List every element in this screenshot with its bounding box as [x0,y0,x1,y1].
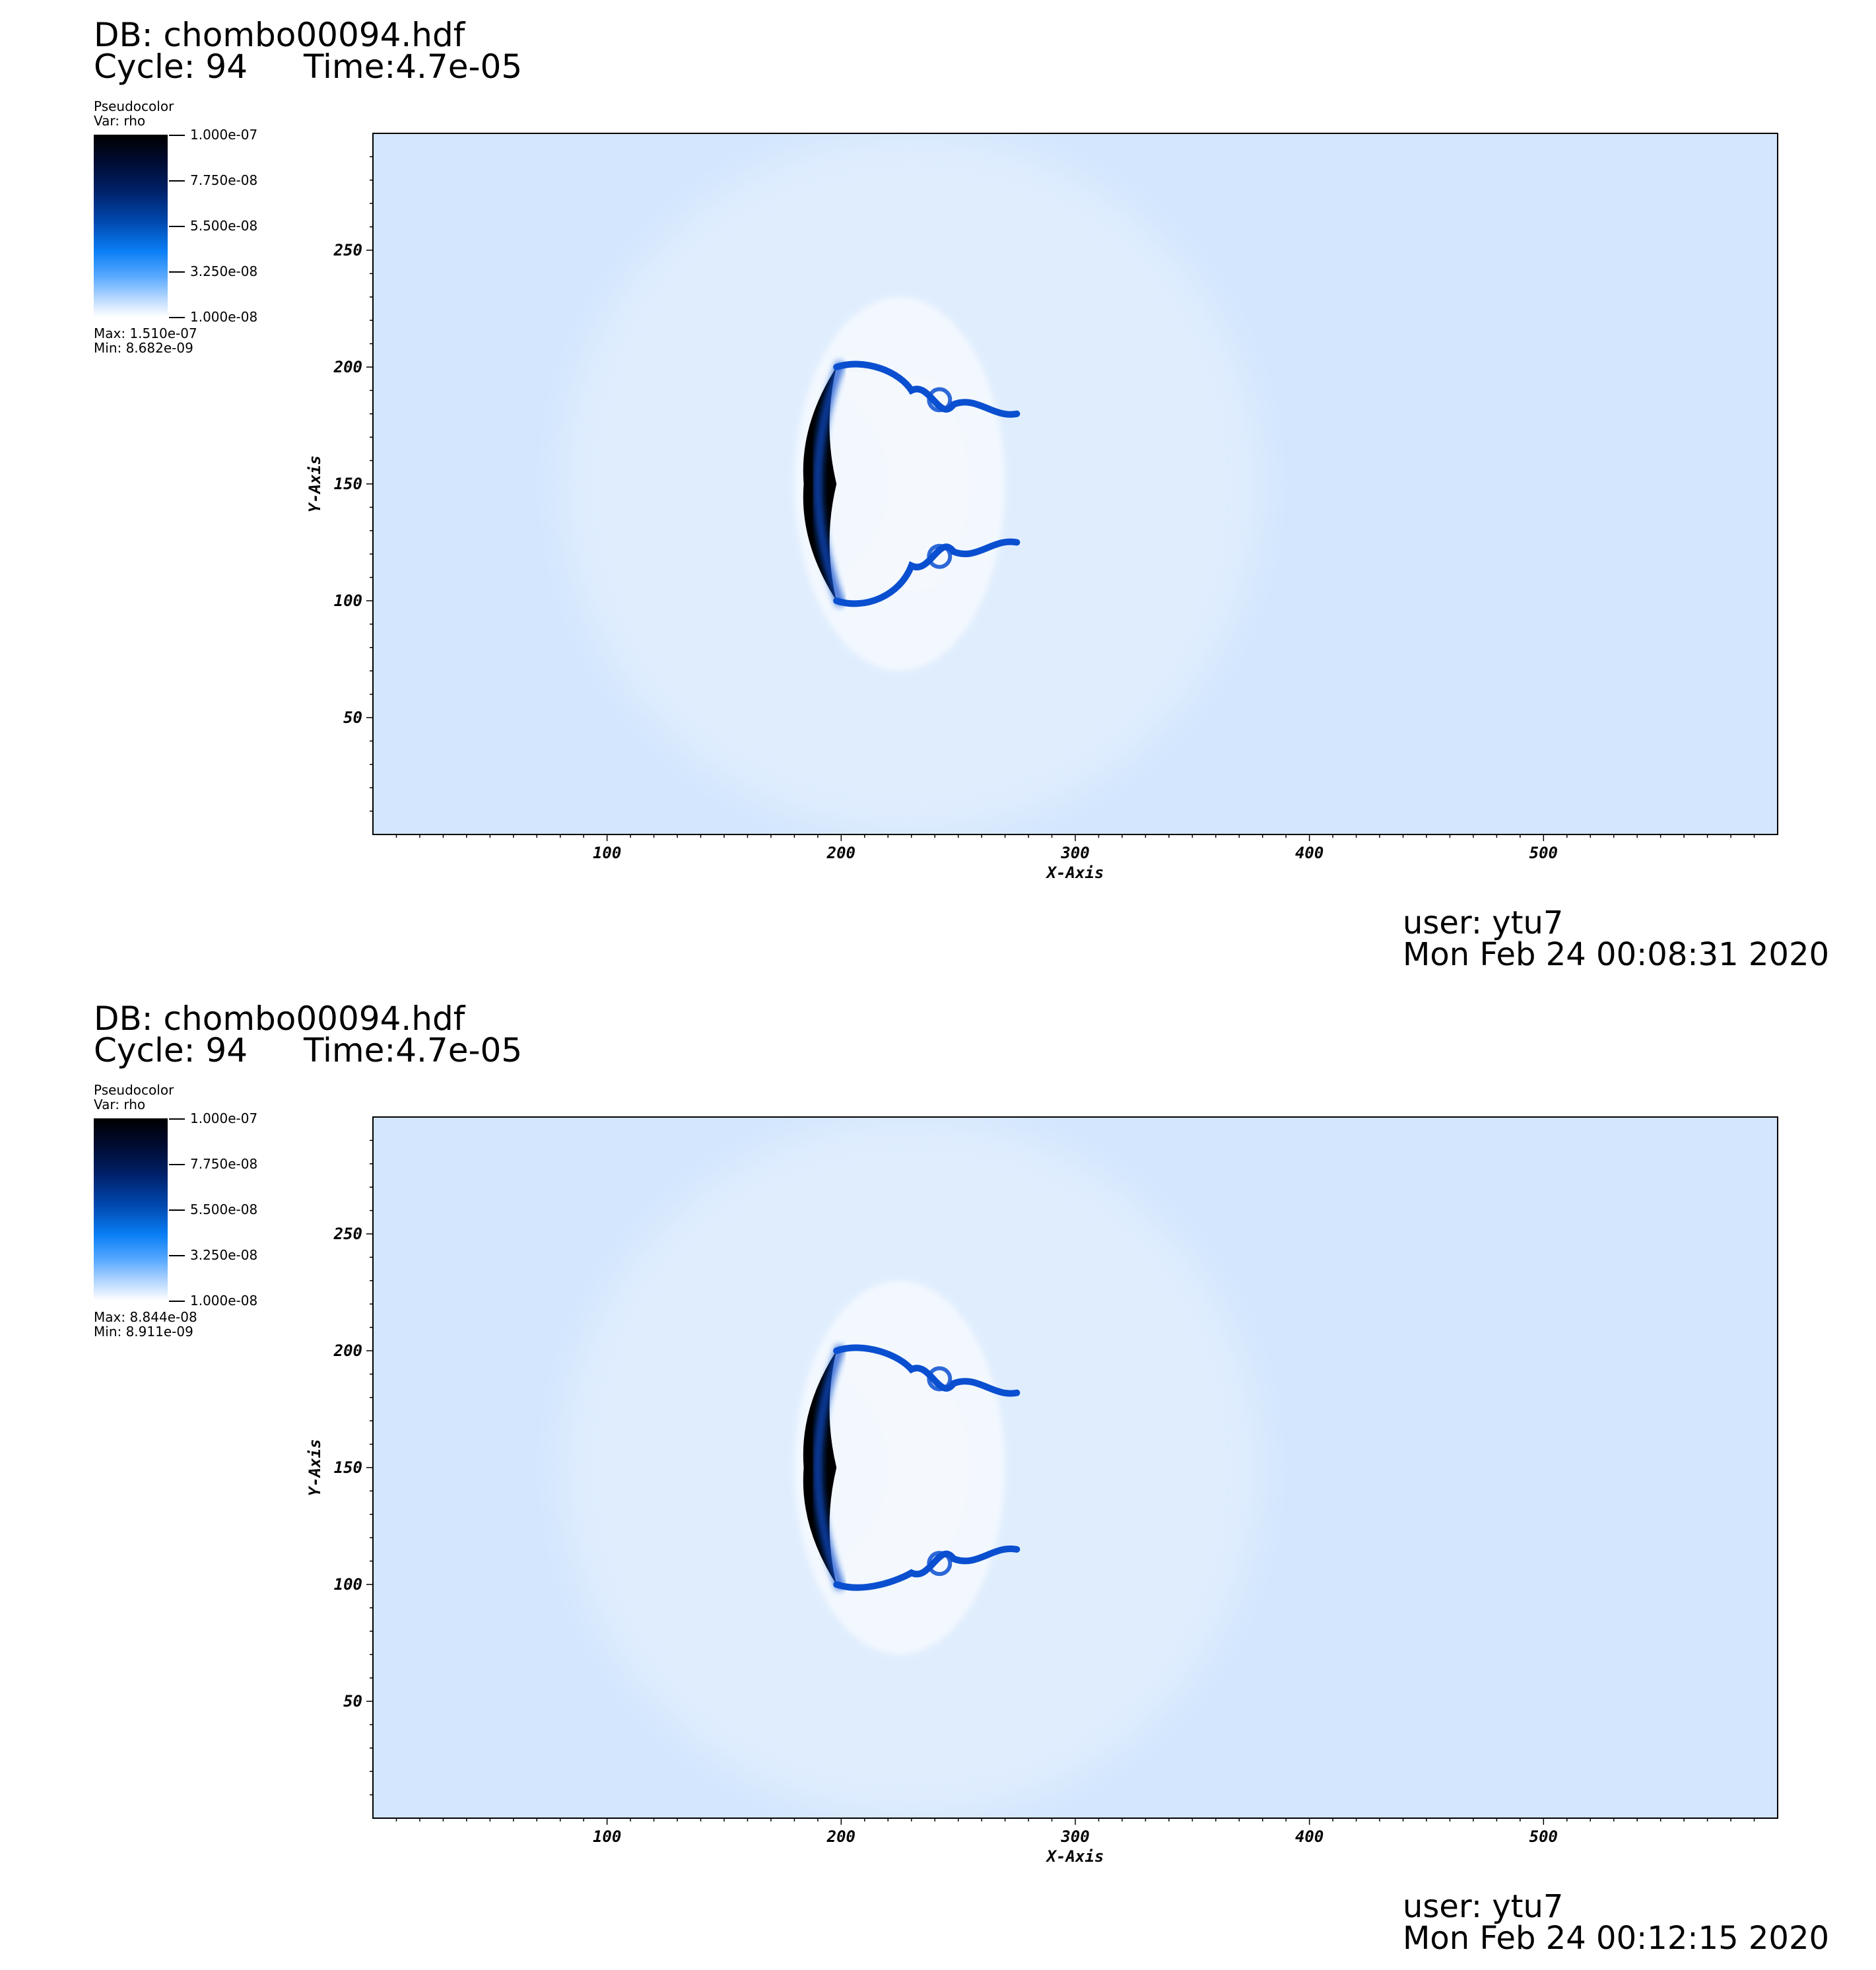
colorbar-tick [169,1164,185,1165]
x-tick-label: 500 [1529,844,1558,862]
cycle-label: Cycle: 94 [94,48,248,86]
shock-front-glow [813,1344,846,1591]
db-label: DB: chombo00094.hdf [94,1000,465,1038]
density-structure [560,1117,1263,1818]
colorbar-tick [169,1209,185,1211]
colorbar-tick [169,135,185,136]
y-tick-label: 150 [334,475,362,493]
x-tick-label: 300 [1060,1827,1089,1846]
colorbar-tick-label: 1.000e-08 [190,309,258,325]
plot-type-label: Pseudocolor [94,98,174,114]
colorbar-tick [169,180,185,182]
user-label: user: ytu7 [1403,1888,1564,1925]
y-tick-label: 150 [334,1458,362,1477]
x-tick-label: 500 [1529,1827,1558,1846]
colorbar-tick-label: 3.250e-08 [190,263,258,279]
colorbar [94,1118,168,1301]
heatmap-plot: 100 200 300 400 500 50 100 150 200 250 X-Axis Y-Axi… [306,133,1778,882]
colorbar-tick [169,317,185,318]
colorbar-tick-label: 7.750e-08 [190,1156,258,1172]
time-label: Time:4.7e-05 [304,48,523,86]
time-label: Time:4.7e-05 [304,1031,523,1070]
x-tick-label: 200 [826,844,855,862]
heatmap-plot: 100 200 300 400 500 50 100 150 200 250 X-Axis Y-Axi… [306,1116,1778,1866]
x-axis-title: X-Axis [1046,864,1104,882]
x-tick-label: 100 [593,1827,621,1846]
lower-vortex-arm [833,1545,1021,1591]
plot-type-label: Pseudocolor [94,1082,174,1098]
colorbar-tick-label: 1.000e-08 [190,1293,258,1308]
x-tick-label: 400 [1295,844,1323,862]
density-structure [560,133,1263,834]
date-label: Mon Feb 24 00:12:15 2020 [1403,1920,1830,1957]
colorbar-tick [169,1118,185,1120]
x-tick-label: 400 [1295,1827,1323,1846]
db-label: DB: chombo00094.hdf [94,16,465,54]
colorbar-tick-label: 5.500e-08 [190,218,258,234]
x-axis-title: X-Axis [1046,1847,1104,1866]
var-label: Var: rho [94,113,146,129]
colorbar-tick-label: 1.000e-07 [190,127,258,143]
y-axis-title: Y-Axis [306,1439,324,1497]
lower-vortex-arm-curl [927,543,953,569]
colorbar-tick-label: 7.750e-08 [190,172,258,188]
y-tick-label: 250 [333,1225,362,1243]
plot-panel-2: DB: chombo00094.hdf Cycle: 94 Time:4.7e-… [0,984,1876,1967]
upper-vortex-arm-curl [927,1366,953,1392]
x-tick-label: 100 [593,844,621,862]
lower-vortex-arm-curl [927,1551,953,1577]
y-tick-label: 50 [343,708,362,727]
colorbar-tick-label: 1.000e-07 [190,1110,258,1126]
min-label: Min: 8.911e-09 [94,1324,193,1340]
upper-vortex-arm [833,360,1021,418]
colorbar [94,135,168,317]
y-tick-label: 200 [333,358,362,376]
y-tick-label: 100 [334,1575,362,1594]
upper-vortex-arm-curl [927,387,953,413]
x-tick-label: 300 [1060,844,1089,862]
max-label: Max: 8.844e-08 [94,1309,197,1325]
var-label: Var: rho [94,1097,146,1112]
colorbar-tick [169,1255,185,1256]
colorbar-tick-label: 5.500e-08 [190,1202,258,1217]
user-label: user: ytu7 [1403,904,1564,941]
y-tick-label: 50 [343,1692,362,1711]
interior-blob [794,296,1005,671]
colorbar-tick [169,271,185,273]
date-label: Mon Feb 24 00:08:31 2020 [1403,936,1830,973]
max-label: Max: 1.510e-07 [94,325,197,341]
min-label: Min: 8.682e-09 [94,340,193,356]
colorbar-tick-label: 3.250e-08 [190,1247,258,1263]
y-axis-title: Y-Axis [306,456,324,513]
colorbar-tick [169,226,185,227]
y-tick-label: 200 [333,1342,362,1360]
cycle-label: Cycle: 94 [94,1031,248,1070]
shock-front-glow [813,360,846,607]
y-tick-label: 100 [334,592,362,610]
colorbar-tick [169,1301,185,1302]
plot-panel-1: DB: chombo00094.hdf Cycle: 94 Time:4.7e-… [0,0,1876,984]
y-tick-label: 250 [333,241,362,259]
upper-vortex-arm [833,1344,1021,1397]
x-tick-label: 200 [826,1827,855,1846]
